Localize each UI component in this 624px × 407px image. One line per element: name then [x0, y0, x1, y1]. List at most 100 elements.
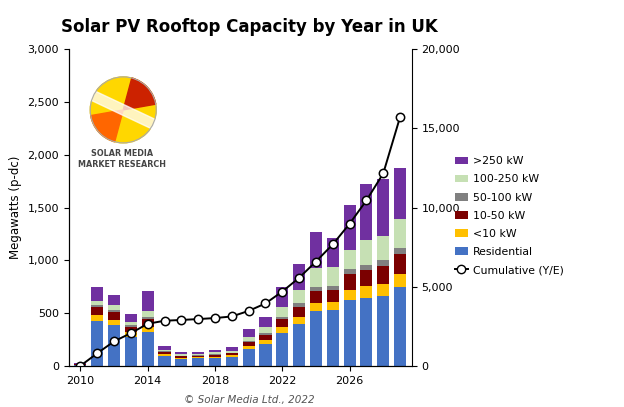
- Bar: [344, 269, 356, 274]
- Text: Solar PV Rooftop Capacity by Year in UK: Solar PV Rooftop Capacity by Year in UK: [61, 18, 438, 36]
- Bar: [360, 270, 373, 287]
- Circle shape: [90, 77, 156, 143]
- Bar: [276, 317, 288, 319]
- Bar: [125, 325, 137, 326]
- Bar: [243, 342, 255, 346]
- Bar: [360, 298, 373, 366]
- Bar: [175, 358, 187, 359]
- Bar: [175, 359, 187, 366]
- Bar: [192, 357, 204, 358]
- Bar: [260, 335, 271, 340]
- Bar: [192, 354, 204, 355]
- Bar: [108, 310, 120, 312]
- Bar: [243, 341, 255, 342]
- Bar: [394, 219, 406, 247]
- Wedge shape: [90, 110, 124, 142]
- Bar: [74, 365, 87, 366]
- Bar: [293, 324, 305, 366]
- Bar: [125, 314, 137, 322]
- Bar: [192, 356, 204, 357]
- Bar: [209, 357, 221, 358]
- Bar: [243, 337, 255, 341]
- Bar: [344, 290, 356, 300]
- Bar: [394, 287, 406, 366]
- Bar: [394, 247, 406, 254]
- Bar: [344, 300, 356, 366]
- Bar: [360, 287, 373, 298]
- Bar: [192, 358, 204, 366]
- Bar: [243, 349, 255, 366]
- FancyArrow shape: [90, 91, 156, 129]
- Bar: [310, 287, 322, 291]
- Bar: [192, 355, 204, 356]
- Bar: [209, 354, 221, 357]
- Bar: [310, 303, 322, 311]
- Bar: [293, 303, 305, 307]
- Y-axis label: Megawatts (p-dc): Megawatts (p-dc): [9, 156, 22, 259]
- Bar: [142, 311, 154, 317]
- Bar: [91, 321, 104, 366]
- Bar: [108, 320, 120, 325]
- Bar: [310, 311, 322, 366]
- Bar: [327, 267, 339, 286]
- Bar: [158, 354, 170, 356]
- Wedge shape: [124, 78, 156, 110]
- Bar: [175, 354, 187, 356]
- Bar: [226, 357, 238, 366]
- Bar: [377, 296, 389, 366]
- Bar: [310, 291, 322, 303]
- Bar: [377, 236, 389, 260]
- Bar: [125, 322, 137, 325]
- Bar: [276, 319, 288, 327]
- Bar: [142, 317, 154, 319]
- Bar: [226, 355, 238, 357]
- Bar: [226, 351, 238, 352]
- Bar: [260, 327, 271, 333]
- Bar: [293, 290, 305, 303]
- Bar: [108, 312, 120, 320]
- Bar: [344, 250, 356, 269]
- Legend: >250 kW, 100-250 kW, 50-100 kW, 10-50 kW, <10 kW, Residential, Cumulative (Y/E): >250 kW, 100-250 kW, 50-100 kW, 10-50 kW…: [455, 156, 564, 275]
- Bar: [125, 333, 137, 337]
- Bar: [158, 352, 170, 354]
- Bar: [260, 344, 271, 366]
- Bar: [108, 305, 120, 310]
- Text: © Solar Media Ltd., 2022: © Solar Media Ltd., 2022: [184, 395, 315, 405]
- Bar: [276, 307, 288, 317]
- Bar: [293, 317, 305, 324]
- Bar: [91, 287, 104, 302]
- Bar: [310, 232, 322, 268]
- Bar: [377, 179, 389, 236]
- Bar: [209, 350, 221, 352]
- Bar: [394, 254, 406, 274]
- Bar: [125, 337, 137, 366]
- Bar: [344, 274, 356, 290]
- Bar: [293, 264, 305, 290]
- Bar: [226, 353, 238, 355]
- Bar: [108, 295, 120, 305]
- Bar: [91, 307, 104, 315]
- Bar: [310, 268, 322, 287]
- Bar: [260, 333, 271, 335]
- Bar: [293, 307, 305, 317]
- Bar: [192, 352, 204, 354]
- Bar: [344, 205, 356, 250]
- Bar: [125, 326, 137, 333]
- Bar: [74, 363, 87, 364]
- Bar: [209, 352, 221, 354]
- Bar: [327, 290, 339, 302]
- Bar: [74, 364, 87, 365]
- Bar: [360, 265, 373, 270]
- Bar: [142, 319, 154, 326]
- Bar: [91, 305, 104, 307]
- Bar: [158, 346, 170, 350]
- Bar: [377, 266, 389, 284]
- Bar: [394, 274, 406, 287]
- Bar: [243, 329, 255, 337]
- Bar: [175, 352, 187, 354]
- Bar: [276, 287, 288, 307]
- Bar: [226, 352, 238, 353]
- Bar: [142, 291, 154, 311]
- Bar: [377, 284, 389, 296]
- Bar: [360, 240, 373, 265]
